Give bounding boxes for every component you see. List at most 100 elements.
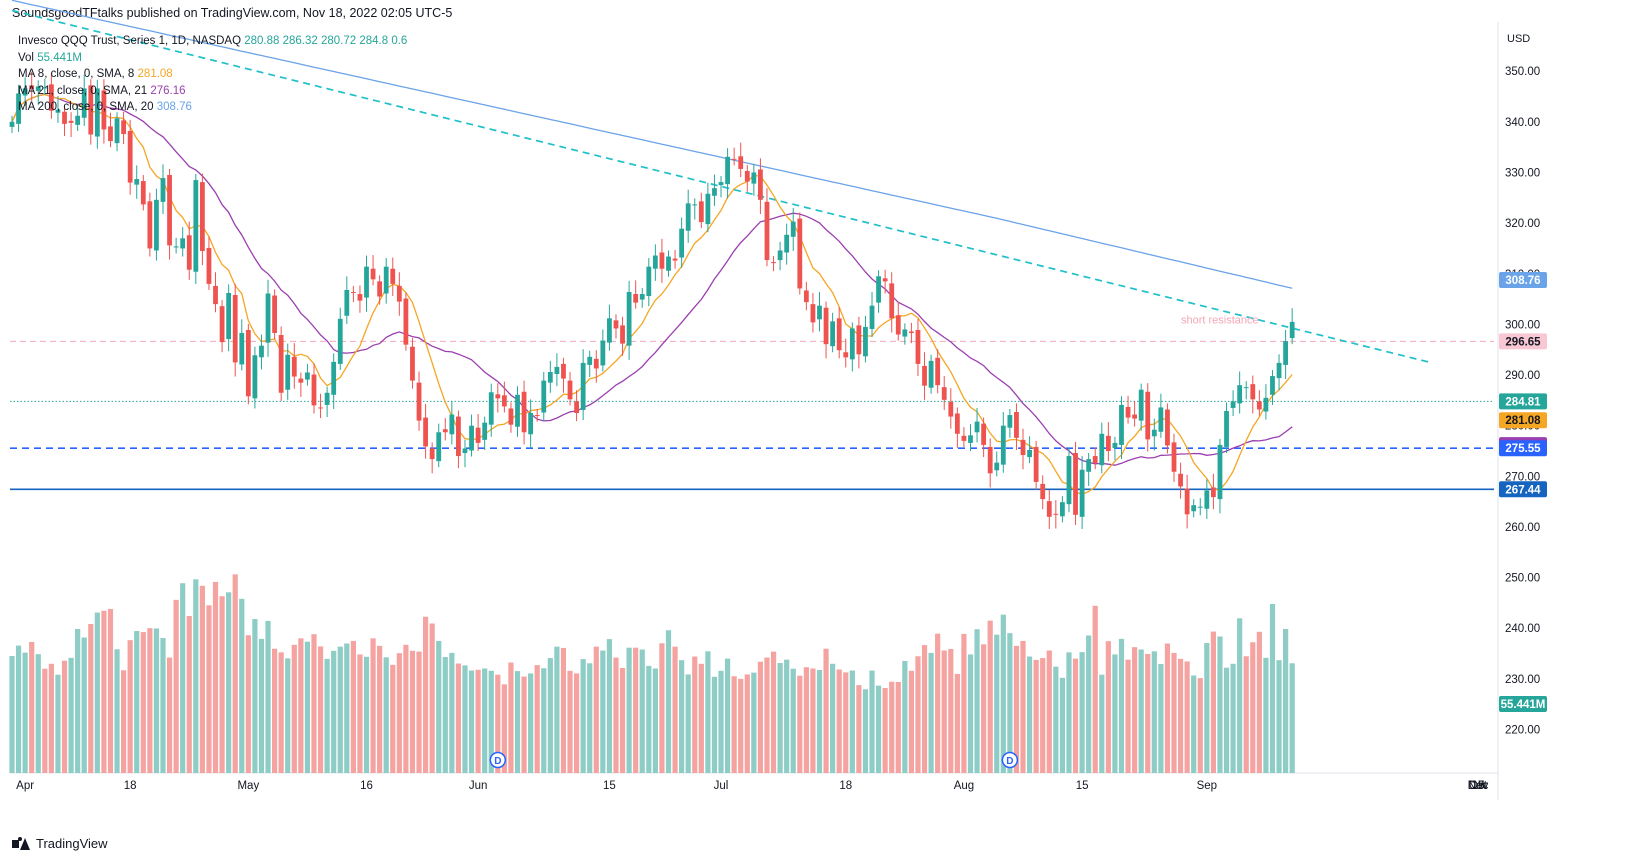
- candle-body: [147, 201, 153, 249]
- candle-body: [863, 326, 868, 357]
- candle-body: [1086, 459, 1092, 472]
- volume-bar: [560, 647, 567, 773]
- brand-name: TradingView: [36, 836, 108, 851]
- volume-bar: [166, 657, 173, 773]
- candle-body: [305, 372, 310, 380]
- tradingview-footer[interactable]: TradingView: [12, 836, 108, 851]
- candle: [515, 386, 520, 437]
- candle-body: [344, 289, 350, 316]
- candle: [1112, 436, 1118, 461]
- volume-bar: [770, 651, 777, 773]
- volume-bar: [994, 634, 1000, 773]
- candle-body: [830, 321, 836, 347]
- candle-body: [88, 85, 94, 135]
- volume-bar: [652, 668, 658, 773]
- volume-bar: [613, 657, 619, 773]
- volume-bar: [1158, 664, 1164, 773]
- candle-body: [954, 413, 960, 434]
- candle-body: [396, 285, 402, 302]
- volume-bar: [107, 608, 114, 773]
- candle: [475, 414, 481, 451]
- volume-bar: [265, 620, 271, 773]
- candle-body: [738, 156, 744, 169]
- candle-body: [16, 93, 21, 124]
- volume-bar: [1145, 653, 1151, 773]
- candle: [817, 291, 822, 332]
- candle: [554, 353, 560, 387]
- time-axis[interactable]: Apr 18 May 16 Jun 15 Jul 18 Aug 15 Sep 19Oct17Nov15…: [16, 780, 1488, 792]
- price-axis[interactable]: USD220.00230.00240.00250.00260.00270.002…: [1499, 33, 1547, 737]
- volume-bar: [823, 648, 829, 773]
- volume-bar: [81, 637, 87, 773]
- candle-body: [449, 414, 455, 435]
- candle-body: [206, 247, 212, 284]
- legend-symbol-row[interactable]: Invesco QQQ Trust, Series 1, 1D, NASDAQ …: [18, 33, 407, 50]
- candle: [718, 176, 724, 198]
- candle: [22, 77, 28, 106]
- candle: [1283, 329, 1289, 380]
- volume-bar: [153, 628, 160, 773]
- candlesticks: [9, 71, 1295, 529]
- volume-bar: [239, 598, 245, 773]
- price-label-text: 281.08: [1505, 415, 1541, 427]
- candle: [436, 423, 442, 468]
- candle: [226, 284, 232, 352]
- candle: [1125, 395, 1131, 424]
- volume-bar: [1223, 667, 1230, 773]
- candle-body: [744, 170, 750, 182]
- candle: [751, 163, 757, 196]
- volume-bar: [508, 662, 514, 773]
- volume-bar: [35, 654, 41, 773]
- legend-ma8-row[interactable]: MA 8, close, 0, SMA, 8 281.08: [18, 66, 407, 83]
- candle: [534, 408, 540, 422]
- candle-body: [429, 448, 435, 460]
- candle: [442, 418, 448, 441]
- volume-bar: [547, 658, 553, 773]
- x-tick-label: Aug: [954, 780, 974, 792]
- candle: [948, 388, 954, 429]
- change-value: 0.6: [391, 35, 408, 47]
- candle-body: [547, 372, 553, 383]
- candle: [1171, 433, 1177, 482]
- candle-body: [771, 262, 776, 264]
- candle: [909, 322, 914, 344]
- volume-bar: [895, 682, 901, 773]
- candle-body: [909, 331, 914, 334]
- candle: [876, 270, 881, 313]
- candle: [127, 119, 133, 195]
- candle: [213, 272, 218, 313]
- candle: [1073, 441, 1078, 525]
- candle: [685, 189, 691, 243]
- candle-body: [213, 285, 218, 305]
- candle: [410, 338, 415, 389]
- candle-body: [1165, 409, 1170, 446]
- candle: [75, 104, 81, 131]
- volume-bar: [856, 685, 862, 773]
- candle: [403, 292, 409, 351]
- legend-ma200-row[interactable]: MA 200, close, 0, SMA, 20 308.76: [18, 99, 407, 116]
- volume-bar: [1092, 605, 1098, 773]
- candle: [331, 353, 337, 409]
- candle-body: [22, 88, 28, 96]
- price-label: 275.55: [1499, 440, 1547, 457]
- volume-bar: [272, 648, 278, 773]
- volume-bar: [974, 629, 980, 773]
- overlay-annotations: short resistance D D: [489, 314, 1259, 769]
- volume-bar: [738, 678, 744, 773]
- candle-body: [1079, 469, 1085, 517]
- candle: [968, 424, 973, 451]
- candle-body: [469, 425, 474, 451]
- volume-bar: [534, 665, 540, 773]
- candle: [902, 323, 908, 345]
- candle: [1256, 390, 1262, 416]
- candle: [771, 256, 776, 272]
- price-label: 296.65: [1499, 333, 1547, 350]
- volume-bar: [88, 624, 94, 773]
- legend-ma21-row[interactable]: MA 21, close, 0, SMA, 21 276.16: [18, 83, 407, 100]
- volume-bar: [593, 646, 599, 773]
- legend-volume-row[interactable]: Vol 55.441M: [18, 50, 407, 67]
- candle-body: [475, 427, 481, 443]
- candle: [1263, 384, 1269, 420]
- volume-bar: [488, 670, 494, 773]
